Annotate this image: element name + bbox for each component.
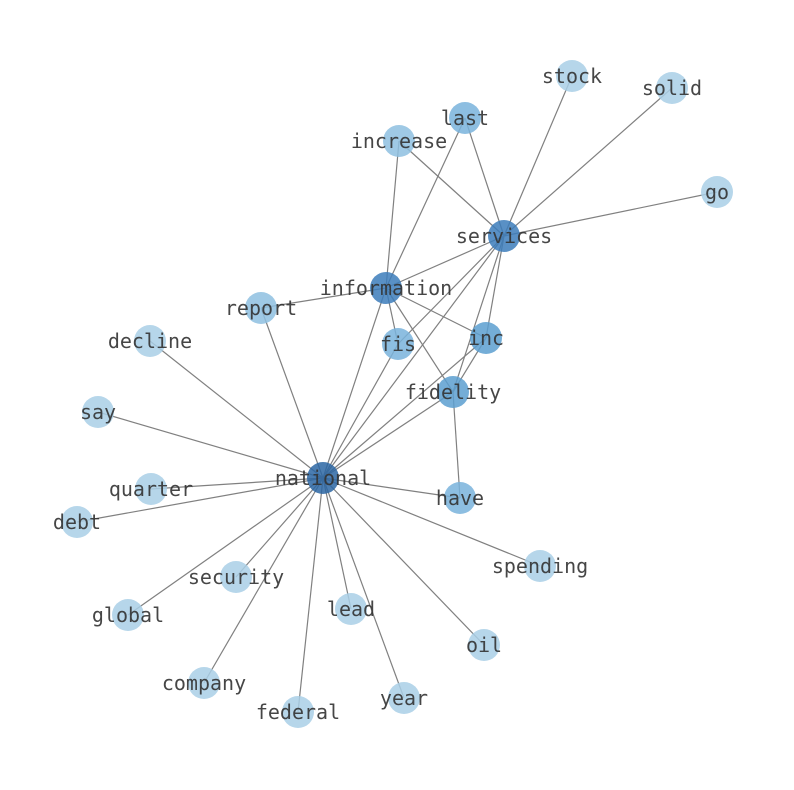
edge-national-decline (149, 340, 324, 479)
node-label-decline: decline (108, 329, 192, 353)
node-say (82, 396, 114, 428)
node-federal (282, 696, 314, 728)
node-label-lead: lead (327, 597, 375, 621)
edge-national-spending (322, 477, 541, 567)
edge-information-last (385, 117, 466, 289)
edge-national-debt (76, 477, 324, 523)
edges (76, 75, 718, 713)
node-label-company: company (162, 671, 246, 695)
node-label-say: say (80, 400, 116, 424)
node-stock (556, 60, 588, 92)
edge-services-inc (485, 235, 505, 339)
node-label-year: year (380, 686, 428, 710)
edge-services-solid (503, 87, 673, 237)
edge-information-fidelity (385, 287, 454, 393)
edge-information-national (322, 287, 387, 479)
edge-fidelity-have (452, 391, 461, 499)
edge-national-global (127, 477, 324, 616)
node-fidelity (437, 376, 469, 408)
node-label-report: report (225, 296, 297, 320)
node-label-quarter: quarter (109, 477, 193, 501)
edge-inc-national (322, 337, 487, 479)
edge-national-quarter (150, 477, 324, 490)
edge-national-have (322, 477, 461, 499)
node-lead (335, 593, 367, 625)
node-increase (383, 125, 415, 157)
edge-national-year (322, 477, 405, 699)
node-go (701, 176, 733, 208)
nodes (61, 60, 733, 728)
edge-fidelity-national (322, 391, 454, 479)
node-information (370, 272, 402, 304)
edge-services-fidelity (452, 235, 505, 393)
node-have (444, 482, 476, 514)
node-label-go: go (705, 180, 729, 204)
node-inc (470, 322, 502, 354)
node-label-fis: fis (380, 332, 416, 356)
node-solid (656, 72, 688, 104)
node-label-fidelity: fidelity (405, 380, 501, 404)
edge-services-go (503, 191, 718, 237)
node-security (220, 561, 252, 593)
node-label-national: national (275, 466, 371, 490)
node-label-services: services (456, 224, 552, 248)
node-label-inc: inc (468, 326, 504, 350)
node-label-increase: increase (351, 129, 447, 153)
node-label-debt: debt (53, 510, 101, 534)
node-label-solid: solid (642, 76, 702, 100)
node-label-global: global (92, 603, 164, 627)
node-decline (134, 325, 166, 357)
node-services (488, 220, 520, 252)
node-report (245, 292, 277, 324)
edge-services-increase (398, 140, 505, 237)
edge-information-increase (385, 140, 400, 289)
edge-services-last (464, 117, 505, 237)
node-label-stock: stock (542, 64, 602, 88)
node-spending (524, 550, 556, 582)
edge-information-report (260, 287, 387, 309)
node-label-security: security (188, 565, 284, 589)
edge-information-inc (385, 287, 487, 339)
node-label-spending: spending (492, 554, 588, 578)
edge-national-federal (297, 477, 324, 713)
edge-national-company (203, 477, 324, 684)
edge-national-say (97, 411, 324, 479)
edge-national-oil (322, 477, 485, 646)
node-fis (382, 328, 414, 360)
node-quarter (135, 473, 167, 505)
edge-national-report (260, 307, 324, 479)
node-label-oil: oil (466, 633, 502, 657)
edge-services-stock (503, 75, 573, 237)
node-global (112, 599, 144, 631)
edge-information-services (385, 235, 505, 289)
node-national (307, 462, 339, 494)
edge-national-fis (322, 343, 399, 479)
node-company (188, 667, 220, 699)
node-debt (61, 506, 93, 538)
edge-services-fis (397, 235, 505, 345)
edge-services-national (322, 235, 505, 479)
node-oil (468, 629, 500, 661)
node-label-federal: federal (256, 700, 340, 724)
node-last (449, 102, 481, 134)
node-label-information: information (320, 276, 452, 300)
node-label-have: have (436, 486, 484, 510)
labels: national services information inc fidelity fi… (53, 64, 729, 724)
edge-national-security (235, 477, 324, 578)
edge-national-lead (322, 477, 352, 610)
node-label-last: last (441, 106, 489, 130)
node-year (388, 682, 420, 714)
